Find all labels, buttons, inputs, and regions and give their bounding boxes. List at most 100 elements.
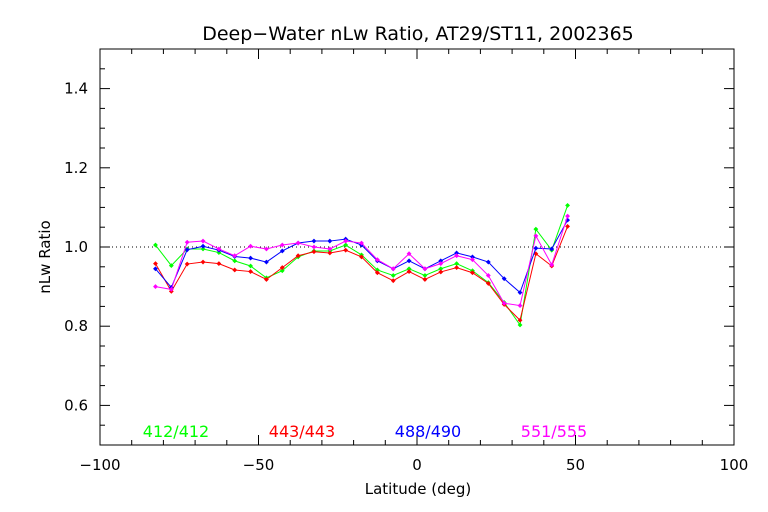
data-point (153, 242, 158, 248)
data-point (565, 223, 570, 229)
data-point (549, 262, 555, 268)
data-point (200, 238, 206, 244)
y-tick-label: 0.8 (64, 317, 88, 335)
data-point (279, 242, 285, 248)
data-point (406, 269, 412, 274)
data-point (311, 238, 317, 244)
data-point (216, 261, 222, 267)
y-axis-title: nLw Ratio (36, 220, 54, 293)
data-point (232, 258, 238, 264)
x-axis: −100 −50 0 50 100 (79, 49, 748, 474)
data-point (374, 270, 380, 276)
data-point (248, 269, 253, 274)
x-axis-title: Latitude (deg) (365, 480, 471, 498)
data-point (454, 253, 460, 259)
data-point (454, 261, 460, 267)
x-tick-label: 100 (720, 456, 749, 474)
chart-title: Deep−Water nLw Ratio, AT29/ST11, 2002365 (202, 23, 634, 45)
data-point (549, 246, 555, 252)
data-point (565, 202, 570, 208)
data-point (279, 265, 285, 271)
data-point (200, 243, 206, 249)
data-point (153, 261, 158, 267)
data-point (359, 254, 364, 260)
series-412-412 (153, 202, 570, 328)
y-tick-label: 1.0 (64, 238, 88, 256)
data-point (533, 226, 539, 232)
series-line (155, 215, 569, 307)
data-point (485, 259, 491, 265)
data-point (374, 257, 380, 263)
data-point (343, 242, 349, 248)
x-tick-label: 0 (412, 456, 422, 474)
legend-item: 443/443 (269, 422, 335, 441)
data-point (184, 247, 190, 253)
data-point (184, 261, 190, 267)
data-point (454, 265, 460, 271)
data-point (279, 268, 285, 274)
data-point (232, 253, 238, 259)
data-point (264, 259, 269, 265)
data-point (406, 258, 412, 264)
data-point (264, 277, 269, 282)
x-tick-label: 50 (566, 456, 585, 474)
data-point (533, 245, 539, 251)
data-point (248, 263, 253, 269)
y-tick-label: 0.6 (64, 396, 88, 414)
data-point (406, 251, 412, 257)
series-551-555 (153, 213, 570, 309)
data-point (184, 239, 190, 245)
data-point (200, 259, 206, 265)
data-point (470, 270, 475, 276)
data-point (232, 267, 238, 273)
data-point (295, 240, 301, 246)
series-line (155, 205, 569, 327)
data-point (264, 246, 269, 252)
data-point (200, 246, 206, 252)
data-point (168, 286, 174, 292)
data-point (311, 244, 317, 250)
y-tick-label: 1.4 (64, 80, 88, 98)
data-point (327, 238, 333, 244)
data-point (216, 246, 222, 252)
data-point (470, 257, 475, 263)
data-point (438, 261, 444, 267)
data-point (485, 281, 491, 286)
x-tick-label: −50 (243, 456, 275, 474)
series-group (153, 202, 570, 328)
data-point (517, 303, 523, 309)
data-point (438, 269, 444, 275)
data-point (517, 317, 523, 323)
legend-item: 488/490 (395, 422, 461, 441)
data-point (422, 266, 428, 272)
data-point (485, 273, 491, 278)
data-point (295, 253, 301, 259)
x-tick-label: −100 (79, 456, 120, 474)
y-tick-label: 1.2 (64, 159, 88, 177)
data-point (168, 263, 174, 269)
data-point (343, 247, 349, 253)
series-line (155, 226, 569, 322)
data-point (390, 278, 396, 284)
legend-item: 412/412 (143, 422, 209, 441)
data-point (153, 284, 158, 290)
data-point (390, 273, 396, 278)
data-point (279, 248, 285, 254)
data-point (359, 240, 364, 246)
data-point (343, 238, 349, 244)
legend: 412/412 443/443 488/490 551/555 (143, 422, 587, 441)
data-point (153, 266, 158, 272)
data-point (327, 246, 333, 252)
data-point (311, 249, 317, 255)
data-point (248, 243, 253, 249)
data-point (533, 233, 539, 239)
data-point (565, 213, 570, 219)
data-point (501, 300, 507, 306)
legend-item: 551/555 (521, 422, 587, 441)
data-point (327, 250, 333, 256)
data-point (422, 277, 428, 282)
data-point (390, 266, 396, 272)
data-point (248, 255, 253, 261)
data-point (422, 273, 428, 278)
